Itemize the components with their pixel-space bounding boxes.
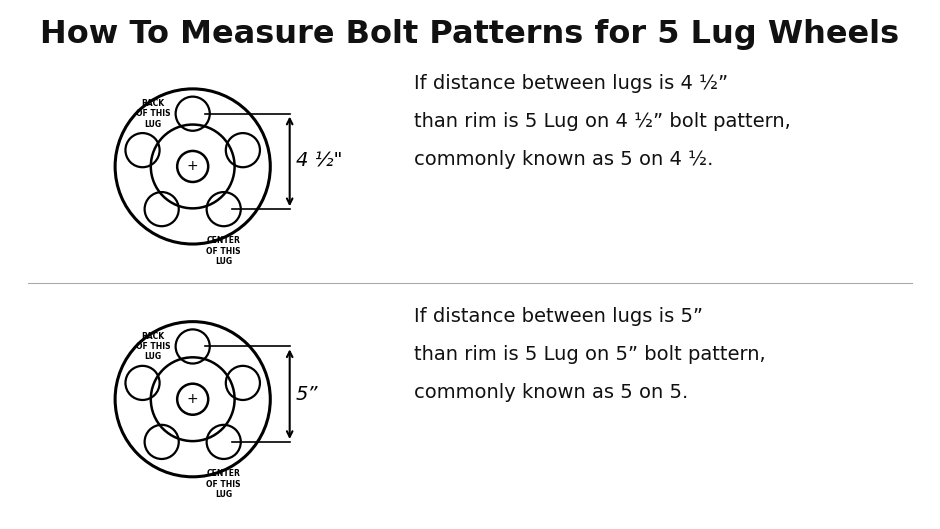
Text: CENTER
OF THIS
LUG: CENTER OF THIS LUG: [207, 236, 241, 266]
Text: commonly known as 5 on 4 ½.: commonly known as 5 on 4 ½.: [414, 150, 713, 169]
Text: BACK
OF THIS
LUG: BACK OF THIS LUG: [136, 332, 170, 361]
Text: BACK
OF THIS
LUG: BACK OF THIS LUG: [136, 99, 170, 129]
Text: 5”: 5”: [296, 385, 319, 404]
Text: 4 ½": 4 ½": [296, 152, 342, 171]
Text: than rim is 5 Lug on 4 ½” bolt pattern,: than rim is 5 Lug on 4 ½” bolt pattern,: [414, 112, 791, 131]
Text: +: +: [187, 392, 198, 406]
Text: CENTER
OF THIS
LUG: CENTER OF THIS LUG: [207, 469, 241, 499]
Text: +: +: [187, 159, 198, 174]
Text: How To Measure Bolt Patterns for 5 Lug Wheels: How To Measure Bolt Patterns for 5 Lug W…: [40, 19, 900, 50]
Text: If distance between lugs is 5”: If distance between lugs is 5”: [414, 307, 702, 326]
Text: If distance between lugs is 4 ½”: If distance between lugs is 4 ½”: [414, 74, 728, 93]
Text: commonly known as 5 on 5.: commonly known as 5 on 5.: [414, 383, 688, 402]
Text: than rim is 5 Lug on 5” bolt pattern,: than rim is 5 Lug on 5” bolt pattern,: [414, 345, 765, 364]
